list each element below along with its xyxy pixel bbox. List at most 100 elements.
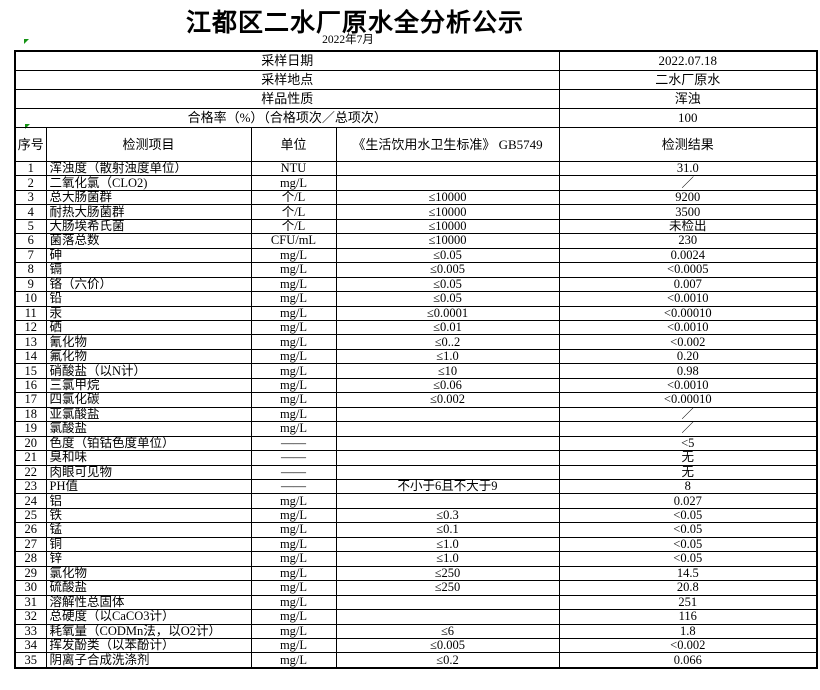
row-index: 5 xyxy=(14,218,47,235)
standard-limit: ≤0.01 xyxy=(335,319,560,336)
result-value: <0.00010 xyxy=(558,392,818,408)
info-row-sample-date: 采样日期 2022.07.18 xyxy=(14,50,818,71)
unit: mg/L xyxy=(250,305,337,322)
row-index: 27 xyxy=(14,536,47,553)
table-row: 3 总大肠菌群 个/L ≤10000 9200 xyxy=(14,189,818,206)
row-index: 18 xyxy=(14,406,47,423)
result-value: 9200 xyxy=(558,189,818,206)
results-body: 1 浑浊度（散射浊度单位） NTU 31.0 2 二氧化氯（CLO2) mg/L ／ 3 总大肠菌… xyxy=(14,160,818,669)
standard-limit: ≤0.005 xyxy=(335,262,560,278)
item-name: 铬（六价） xyxy=(45,276,252,293)
info-label: 合格率（%）（合格项次／总项次） xyxy=(14,108,560,128)
standard-limit xyxy=(335,609,560,625)
page-title: 江都区二水厂原水全分析公示 xyxy=(185,9,524,37)
item-name: PH值 xyxy=(45,478,252,495)
unit: mg/L xyxy=(250,652,337,669)
item-name: 氟化物 xyxy=(45,348,252,365)
standard-limit: ≤0.06 xyxy=(335,377,560,394)
table-row: 6 菌落总数 CFU/mL ≤10000 230 xyxy=(14,233,818,249)
row-index: 28 xyxy=(14,551,47,567)
row-index: 29 xyxy=(14,565,47,582)
table-row: 27 铜 mg/L ≤1.0 <0.05 xyxy=(14,536,818,553)
standard-limit xyxy=(335,493,560,509)
unit: mg/L xyxy=(250,377,337,394)
row-index: 34 xyxy=(14,637,47,654)
table-row: 34 挥发酚类（以苯酚计） mg/L ≤0.005 <0.002 xyxy=(14,637,818,654)
standard-limit: ≤1.0 xyxy=(335,551,560,567)
table-row: 10 铅 mg/L ≤0.05 <0.0010 xyxy=(14,291,818,307)
result-value: 无 xyxy=(558,450,818,466)
table-row: 12 硒 mg/L ≤0.01 <0.0010 xyxy=(14,319,818,336)
item-name: 四氯化碳 xyxy=(45,392,252,408)
standard-limit xyxy=(335,406,560,423)
item-name: 硒 xyxy=(45,319,252,336)
info-value: 2022.07.18 xyxy=(558,50,818,71)
info-row-pass-rate: 合格率（%）（合格项次／总项次） 100 xyxy=(14,108,818,128)
item-name: 氯酸盐 xyxy=(45,421,252,437)
table-row: 29 氯化物 mg/L ≤250 14.5 xyxy=(14,565,818,582)
table-row: 5 大肠埃希氏菌 个/L ≤10000 未检出 xyxy=(14,218,818,235)
item-name: 耗氧量（CODMn法，以O2计） xyxy=(45,623,252,639)
row-index: 23 xyxy=(14,478,47,495)
column-header-row: 序号 检测项目 单位 《生活饮用水卫生标准》 GB5749 检测结果 xyxy=(14,127,818,162)
result-value: 31.0 xyxy=(558,160,818,177)
standard-limit: ≤0.0001 xyxy=(335,305,560,322)
table-row: 16 三氯甲烷 mg/L ≤0.06 <0.0010 xyxy=(14,377,818,394)
item-name: 镉 xyxy=(45,262,252,278)
unit: mg/L xyxy=(250,609,337,625)
standard-limit: ≤250 xyxy=(335,580,560,596)
table-row: 23 PH值 —— 不小于6且不大于9 8 xyxy=(14,478,818,495)
standard-limit: ≤1.0 xyxy=(335,348,560,365)
row-index: 24 xyxy=(14,493,47,509)
unit: mg/L xyxy=(250,493,337,509)
table-row: 1 浑浊度（散射浊度单位） NTU 31.0 xyxy=(14,160,818,177)
table-row: 30 硫酸盐 mg/L ≤250 20.8 xyxy=(14,580,818,596)
table-row: 8 镉 mg/L ≤0.005 <0.0005 xyxy=(14,262,818,278)
result-value: 8 xyxy=(558,478,818,495)
unit: mg/L xyxy=(250,565,337,582)
standard-limit: ≤0.05 xyxy=(335,276,560,293)
column-header-index: 序号 xyxy=(14,127,47,162)
row-index: 12 xyxy=(14,319,47,336)
item-name: 砷 xyxy=(45,247,252,264)
table-row: 7 砷 mg/L ≤0.05 0.0024 xyxy=(14,247,818,264)
result-value: 1.8 xyxy=(558,623,818,639)
standard-limit: ≤0.05 xyxy=(335,291,560,307)
table-row: 32 总硬度（以CaCO3计） mg/L 116 xyxy=(14,609,818,625)
standard-limit: ≤0..2 xyxy=(335,334,560,350)
unit: mg/L xyxy=(250,247,337,264)
table-row: 2 二氧化氯（CLO2) mg/L ／ xyxy=(14,175,818,191)
item-name: 锌 xyxy=(45,551,252,567)
item-name: 亚氯酸盐 xyxy=(45,406,252,423)
item-name: 菌落总数 xyxy=(45,233,252,249)
item-name: 总大肠菌群 xyxy=(45,189,252,206)
unit: CFU/mL xyxy=(250,233,337,249)
table-row: 24 铝 mg/L 0.027 xyxy=(14,493,818,509)
row-index: 8 xyxy=(14,262,47,278)
table-row: 15 硝酸盐（以N计） mg/L ≤10 0.98 xyxy=(14,363,818,379)
info-label: 采样日期 xyxy=(14,50,560,71)
row-index: 15 xyxy=(14,363,47,379)
table-row: 31 溶解性总固体 mg/L 251 xyxy=(14,594,818,611)
item-name: 总硬度（以CaCO3计） xyxy=(45,609,252,625)
table-row: 20 色度（铂钴色度单位） —— <5 xyxy=(14,435,818,452)
standard-limit xyxy=(335,160,560,177)
result-value: <0.00010 xyxy=(558,305,818,322)
result-value: 0.98 xyxy=(558,363,818,379)
row-index: 6 xyxy=(14,233,47,249)
unit: mg/L xyxy=(250,421,337,437)
table-row: 11 汞 mg/L ≤0.0001 <0.00010 xyxy=(14,305,818,322)
result-value: <0.0010 xyxy=(558,319,818,336)
row-index: 33 xyxy=(14,623,47,639)
column-header-result: 检测结果 xyxy=(558,127,818,162)
table-row: 9 铬（六价） mg/L ≤0.05 0.007 xyxy=(14,276,818,293)
item-name: 大肠埃希氏菌 xyxy=(45,218,252,235)
result-value: <0.002 xyxy=(558,334,818,350)
standard-limit xyxy=(335,450,560,466)
row-index: 32 xyxy=(14,609,47,625)
unit: —— xyxy=(250,450,337,466)
unit: mg/L xyxy=(250,551,337,567)
table-row: 28 锌 mg/L ≤1.0 <0.05 xyxy=(14,551,818,567)
item-name: 阴离子合成洗涤剂 xyxy=(45,652,252,669)
